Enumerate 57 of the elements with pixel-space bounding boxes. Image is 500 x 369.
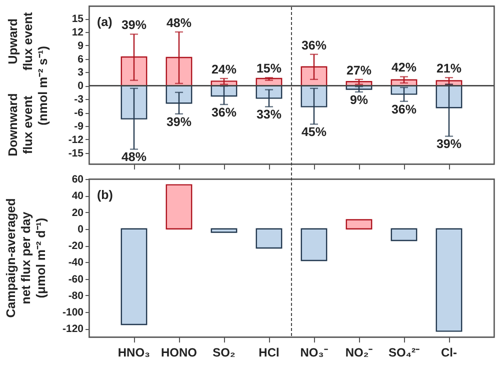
y-tick-label: -120 [62,323,84,336]
x-tick-label: Cl- [441,346,457,360]
y-tick-label: 6 [78,53,84,66]
x-tick-label: HCl [258,346,280,360]
annotation: 15% [256,62,282,76]
annotation: 45% [301,125,327,140]
annotation: 39% [166,114,192,129]
y-tick-label: 3 [78,66,84,79]
y-tick-label: -9 [74,120,84,132]
y-tick-label: -100 [62,306,84,319]
y-tick-label: 40 [72,190,84,202]
bar [300,228,328,262]
annotation: 33% [256,108,282,122]
text: (a) [97,15,112,29]
x-tick-label: NO₂⁻ [345,346,373,360]
bar [120,228,148,326]
annotation: 36% [211,105,237,120]
x-tick-label: SO₂ [212,346,236,360]
y-tick-label: -40 [68,256,84,269]
y-tick-label: -3 [74,94,84,106]
annotation: 48% [166,16,192,30]
y-tick-label: -12 [68,134,84,146]
y-tick-label: -15 [68,147,84,160]
annotation: 21% [436,62,462,76]
y-tick-label: 12 [72,26,84,38]
annotation: 9% [350,92,368,107]
y-tick-label: 0 [78,223,84,236]
annotation: 42% [391,60,417,75]
y-tick-label: -20 [68,240,84,252]
y-axis-title: Campaign-averaged net flux per day (μmol m⁻² d⁻¹) [4,198,48,318]
bar [390,228,418,242]
y-tick-label: 15 [72,13,84,26]
y-tick-label: -6 [74,107,84,120]
annotation: 24% [211,62,237,77]
y-tick-label: -60 [68,273,84,286]
x-tick-label: SO₄²⁻ [388,346,420,360]
text: (b) [97,188,113,202]
bar [436,228,462,332]
y-tick-label: 60 [72,174,84,186]
annotation: 36% [301,38,327,52]
annotation: 39% [436,137,462,152]
x-tick-label: HONO [161,346,197,360]
y-tick-label: 9 [78,40,84,52]
annotation: 27% [346,63,372,78]
y-tick-label: 20 [72,206,84,219]
bar [210,228,238,233]
annotation: 48% [121,150,147,164]
bar [346,219,372,230]
annotation: 39% [121,18,147,32]
bar [256,228,282,249]
y-tick-label: 0 [78,80,84,92]
x-tick-label: HNO₃ [118,346,150,360]
annotation: 36% [391,102,417,116]
x-tick-label: NO₃⁻ [300,346,328,360]
y-tick-label: -80 [68,290,84,302]
text: Upward flux event Downward flux event (nmol m⁻² s⁻¹) [6,12,50,156]
bar [166,184,192,230]
